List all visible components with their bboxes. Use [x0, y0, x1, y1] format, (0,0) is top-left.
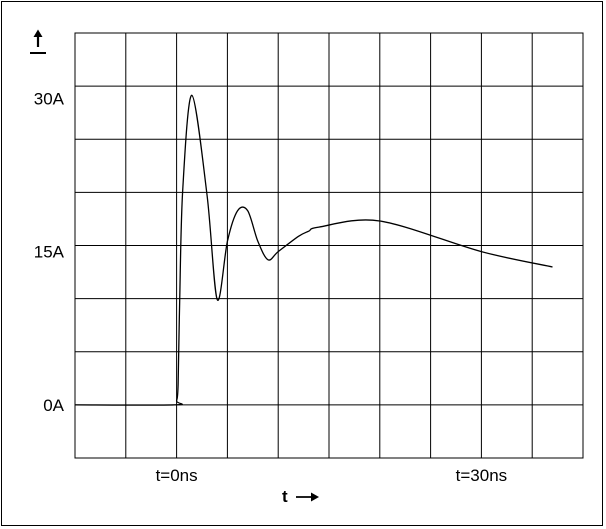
current-waveform-line [74, 94, 553, 406]
y-tick-label: 30A [34, 89, 65, 108]
y-axis-current-symbol [30, 29, 46, 54]
y-tick-label: 15A [34, 243, 65, 262]
x-axis-label: t [282, 487, 288, 506]
y-tick-label: 0A [43, 396, 64, 415]
y-tick-labels: 0A 15A 30A [34, 89, 65, 414]
x-axis-arrow [296, 492, 319, 502]
x-tick-label: t=30ns [456, 466, 508, 485]
series-layer [74, 94, 553, 406]
x-tick-label: t=0ns [156, 466, 198, 485]
x-tick-labels: t=0ns t=30ns [156, 466, 508, 485]
grid [74, 32, 584, 459]
